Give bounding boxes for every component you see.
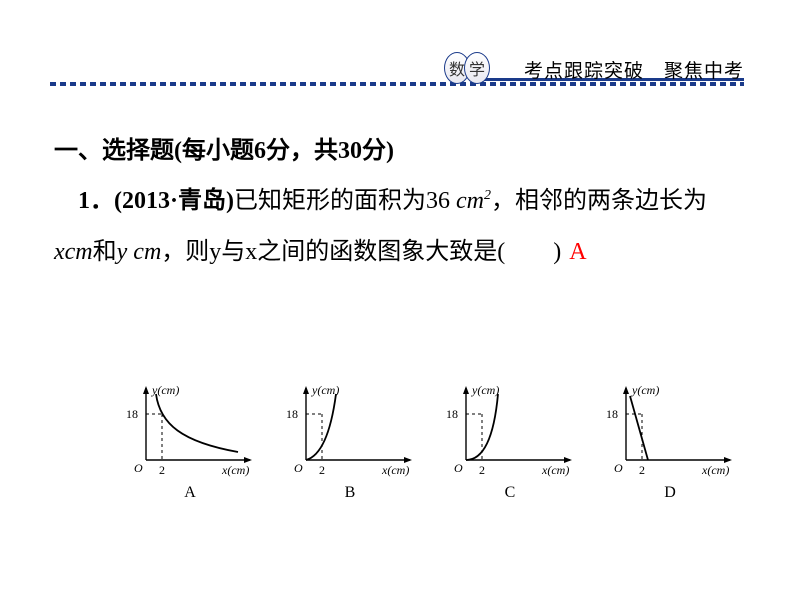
q-source: (2013·青岛)	[114, 188, 234, 214]
chart-c-svg: y(cm) x(cm) O 18 2	[440, 380, 580, 480]
svg-text:2: 2	[159, 463, 165, 477]
svg-text:x(cm): x(cm)	[381, 463, 409, 477]
svg-text:2: 2	[319, 463, 325, 477]
q-area-sup: 2	[484, 188, 491, 203]
q-text-3: 和	[93, 239, 117, 265]
svg-text:O: O	[614, 461, 623, 475]
svg-text:18: 18	[286, 407, 298, 421]
chart-a-label: A	[184, 484, 196, 502]
svg-text:O: O	[134, 461, 143, 475]
q-var-x: x	[54, 239, 65, 265]
svg-text:x(cm): x(cm)	[221, 463, 249, 477]
chart-b-label: B	[345, 484, 356, 502]
q-cm-2: cm	[133, 239, 161, 265]
chart-c: y(cm) x(cm) O 18 2 C	[440, 380, 580, 502]
q-text-4: ，则y与x之间的函数图象大致是( )	[161, 239, 561, 265]
svg-text:y(cm): y(cm)	[631, 383, 659, 397]
svg-text:y(cm): y(cm)	[471, 383, 499, 397]
svg-text:x(cm): x(cm)	[701, 463, 729, 477]
chart-b-svg: y(cm)x(cm)O182	[280, 380, 420, 480]
svg-text:O: O	[454, 461, 463, 475]
svg-text:O: O	[294, 461, 303, 475]
q-area-unit: cm	[456, 188, 484, 214]
section-title: 一、选择题(每小题6分，共30分)	[54, 138, 394, 164]
chart-d: y(cm) x(cm) O 18 2 D	[600, 380, 740, 502]
question-body: 一、选择题(每小题6分，共30分) 1．(2013·青岛)已知矩形的面积为36 …	[54, 126, 740, 277]
q-area-value: 36	[426, 188, 450, 214]
charts-row: y(cm) x(cm) O 18 2 A y(cm) x(cm) O 18 2 B y(cm) x…	[120, 380, 740, 502]
chart-a: y(cm)x(cm)O182 A	[120, 380, 260, 502]
subject-char-2: 学	[464, 52, 490, 84]
answer: A	[569, 239, 586, 265]
q-number: 1	[78, 188, 90, 214]
q-cm-1: cm	[65, 239, 93, 265]
chart-d-svg: y(cm) x(cm) O 18 2	[600, 380, 740, 480]
subject-badge: 数 学	[450, 52, 490, 84]
header-title: 考点跟踪突破 聚焦中考	[524, 56, 744, 83]
svg-text:18: 18	[126, 407, 138, 421]
svg-text:2: 2	[479, 463, 485, 477]
chart-b: y(cm)x(cm)O182 B	[280, 380, 420, 502]
page-header: 数 学 考点跟踪突破 聚焦中考	[50, 60, 744, 90]
svg-text:2: 2	[639, 463, 645, 477]
svg-text:x(cm): x(cm)	[541, 463, 569, 477]
chart-c-label: C	[505, 484, 516, 502]
chart-a-svg: y(cm)x(cm)O182	[120, 380, 260, 480]
q-text-1: 已知矩形的面积为	[234, 188, 426, 214]
chart-d-label: D	[664, 484, 676, 502]
q-text-2: ，相邻的两条边长为	[491, 188, 707, 214]
svg-text:18: 18	[446, 407, 458, 421]
svg-text:18: 18	[606, 407, 618, 421]
q-var-y: y	[117, 239, 128, 265]
